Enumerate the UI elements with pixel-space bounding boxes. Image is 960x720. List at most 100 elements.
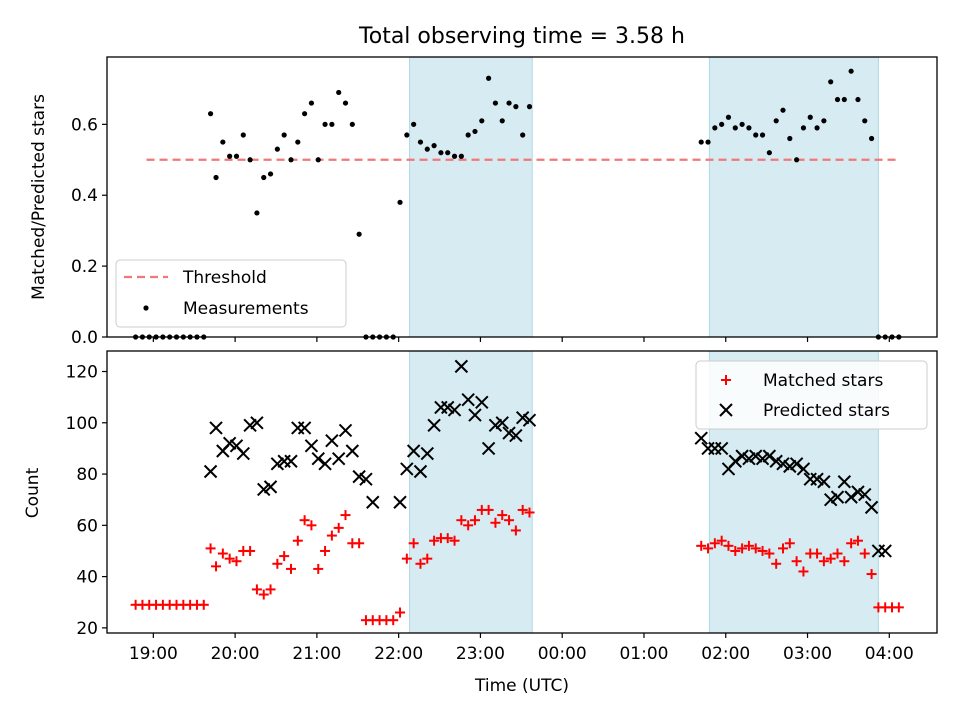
matched-star-point xyxy=(299,515,310,526)
measurement-point xyxy=(411,121,417,127)
matched-star-point xyxy=(333,522,344,533)
measurement-point xyxy=(254,210,260,216)
x-tick-label: 21:00 xyxy=(292,644,341,664)
measurement-point xyxy=(513,104,519,110)
measurement-point xyxy=(207,111,214,117)
measurement-point xyxy=(349,121,355,127)
matched-star-point xyxy=(524,507,535,518)
measurement-point xyxy=(227,153,233,159)
bottom-axes-frame xyxy=(106,350,938,634)
matched-star-point xyxy=(791,556,802,567)
matched-star-point xyxy=(750,543,761,554)
predicted-star-point xyxy=(468,408,482,422)
matched-star-point xyxy=(764,548,775,559)
measurement-point xyxy=(800,125,807,131)
top-legend: Threshold Measurements xyxy=(115,259,347,328)
legend-measurements-swatch xyxy=(143,305,149,311)
matched-star-point xyxy=(490,517,501,528)
y-tick-label: 0.2 xyxy=(71,257,98,277)
chart-title: Total observing time = 3.58 h xyxy=(358,24,685,49)
x-tick-label: 00:00 xyxy=(538,644,587,664)
measurement-point xyxy=(261,174,267,181)
measurement-point xyxy=(753,132,759,138)
matched-star-point xyxy=(320,545,331,556)
y-tick-label: 80 xyxy=(76,465,98,485)
matched-star-point xyxy=(231,556,242,567)
measurement-point xyxy=(834,96,841,103)
predicted-star-point xyxy=(297,421,312,435)
measurement-point xyxy=(479,118,485,124)
measurement-point xyxy=(746,125,752,131)
matched-star-point xyxy=(832,548,843,559)
predicted-star-point xyxy=(454,359,469,374)
predicted-star-point xyxy=(830,490,845,504)
matched-star-point xyxy=(703,543,714,554)
matched-star-point xyxy=(497,510,508,521)
y-tick-label: 0.0 xyxy=(71,328,98,348)
matched-star-point xyxy=(279,551,290,562)
measurement-point xyxy=(499,118,505,124)
matched-star-point xyxy=(743,540,754,551)
predicted-star-point xyxy=(817,475,831,489)
legend-predicted-label: Predicted stars xyxy=(763,401,890,421)
matched-star-point xyxy=(205,543,216,554)
x-tick-label: 22:00 xyxy=(374,644,423,664)
measurement-point xyxy=(841,96,847,103)
measurement-point xyxy=(787,135,793,142)
bottom-y-axis-label: Count xyxy=(23,467,43,518)
predicted-star-point xyxy=(420,446,434,461)
matched-stars-points xyxy=(130,504,904,626)
measurement-point xyxy=(431,143,437,149)
measurement-point xyxy=(424,146,430,152)
predicted-star-point xyxy=(427,418,441,433)
matched-star-point xyxy=(449,535,460,546)
predicted-star-point xyxy=(345,444,360,458)
legend-matched-swatch xyxy=(721,375,731,385)
measurement-point xyxy=(295,139,301,145)
predicted-star-point xyxy=(284,454,298,468)
measurement-point xyxy=(308,100,315,106)
measurement-point xyxy=(492,100,499,106)
matched-star-point xyxy=(777,543,788,554)
predicted-star-point xyxy=(366,495,380,509)
y-tick-label: 0.6 xyxy=(71,115,98,135)
measurement-point xyxy=(766,150,772,156)
measurement-point xyxy=(342,100,349,106)
matched-star-point xyxy=(771,558,782,569)
y-tick-label: 120 xyxy=(66,363,98,383)
x-tick-label: 19:00 xyxy=(129,644,178,664)
top-panel: 0.0 0.2 0.4 0.6 Matched/Predicted stars xyxy=(29,56,938,348)
matched-star-point xyxy=(469,515,480,526)
x-tick-label: 23:00 xyxy=(456,644,505,664)
x-tick-label: 20:00 xyxy=(211,644,260,664)
predicted-stars-points xyxy=(203,359,892,558)
measurement-point xyxy=(322,121,328,127)
predicted-star-point xyxy=(858,487,872,502)
measurement-point xyxy=(773,118,779,124)
predicted-star-point xyxy=(481,441,496,456)
matched-star-point xyxy=(504,515,515,526)
measurement-point xyxy=(213,174,219,181)
measurement-point xyxy=(281,132,287,138)
matched-star-point xyxy=(852,535,863,546)
measurement-point xyxy=(855,96,861,103)
matched-star-point xyxy=(723,540,734,551)
predicted-star-point xyxy=(250,416,264,430)
measurement-point xyxy=(417,139,424,145)
matched-star-point xyxy=(866,569,877,580)
top-y-axis-label: Matched/Predicted stars xyxy=(29,94,49,300)
measurement-point xyxy=(240,132,246,138)
shaded-interval-0 xyxy=(409,56,533,338)
matched-star-point xyxy=(757,545,768,556)
y-tick-label: 40 xyxy=(76,568,98,588)
y-tick-label: 100 xyxy=(66,414,98,434)
matched-star-point xyxy=(313,563,324,574)
matched-star-point xyxy=(395,607,406,618)
measurement-point xyxy=(404,132,410,138)
matched-star-point xyxy=(510,525,521,536)
predicted-star-point xyxy=(864,500,879,515)
predicted-star-point xyxy=(203,464,218,479)
legend-threshold-label: Threshold xyxy=(182,268,267,288)
matched-star-point xyxy=(818,556,829,567)
